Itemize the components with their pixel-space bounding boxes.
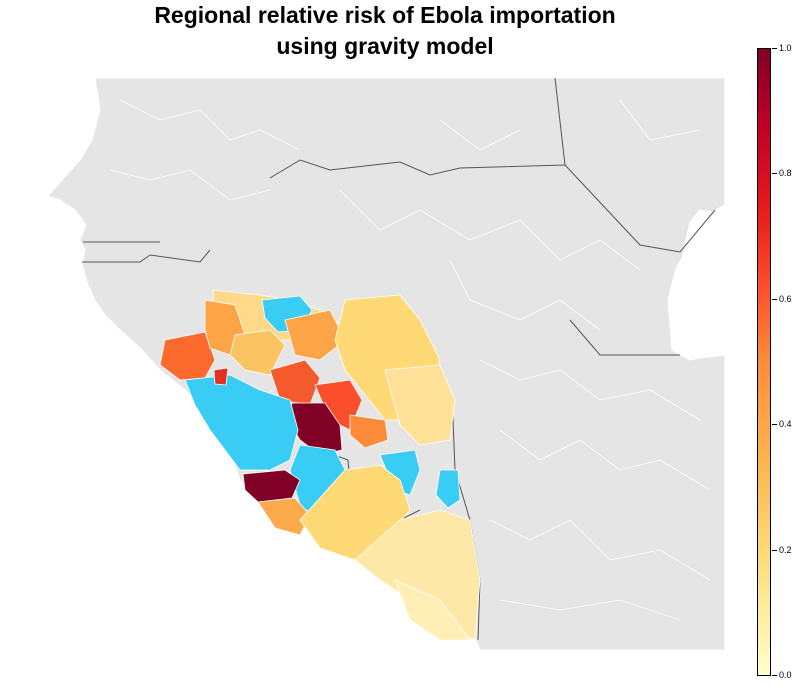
region-liberia-south [394, 579, 471, 641]
legend-tick-label: 0.4 [779, 419, 792, 429]
risk-regions [159, 289, 481, 641]
legend-tick [772, 675, 777, 676]
region-east-mid [384, 364, 456, 446]
legend-tick [772, 173, 777, 174]
legend-tick-label: 0.8 [779, 168, 792, 178]
legend-tick-label: 0.2 [779, 545, 792, 555]
legend-tick-label: 0.0 [779, 670, 792, 680]
legend-tick [772, 48, 777, 49]
map-title: Regional relative risk of Ebola importat… [0, 0, 770, 62]
region-no-data-west [184, 374, 299, 471]
region-cote-divoire-west [354, 509, 481, 641]
legend-colorbar [757, 48, 771, 676]
map-title-line-1: Regional relative risk of Ebola importat… [154, 2, 616, 28]
region-no-data-far-east [435, 469, 461, 509]
region-guinea-east [269, 359, 321, 406]
legend-tick-label: 1.0 [779, 43, 792, 53]
admin-borders [109, 99, 711, 621]
legend-tick [772, 299, 777, 300]
region-kissidougou [349, 414, 389, 449]
region-guinea-central [229, 329, 286, 376]
region-sierra-leone-west [242, 469, 301, 503]
map-title-line-2: using gravity model [276, 33, 494, 59]
region-guinea-midlands [284, 309, 346, 361]
legend-tick [772, 550, 777, 551]
legend-tick [772, 424, 777, 425]
region-red-pocket [213, 367, 229, 386]
legend-tick-label: 0.6 [779, 294, 792, 304]
